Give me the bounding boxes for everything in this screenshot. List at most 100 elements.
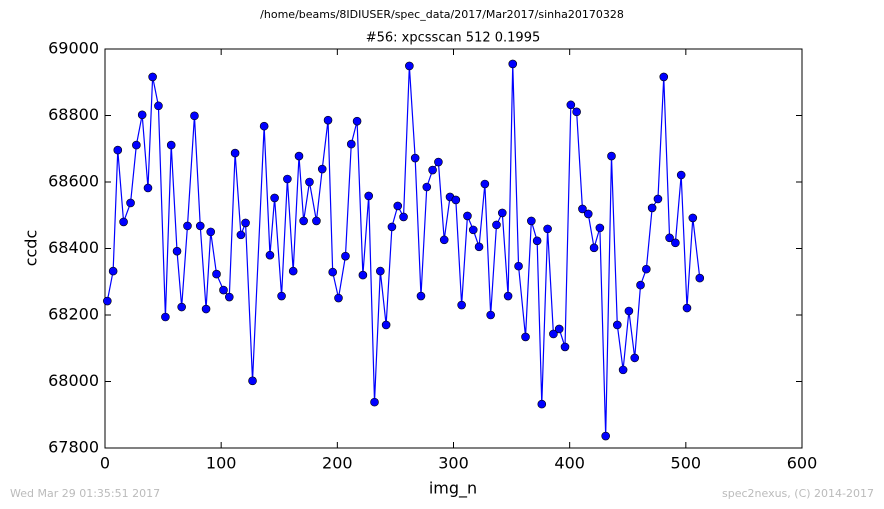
data-point [148, 72, 157, 82]
data-point [618, 365, 628, 375]
data-point [283, 174, 292, 184]
data-point [288, 266, 298, 276]
footer-left: Wed Mar 29 01:35:51 2017 [10, 487, 160, 500]
data-point [305, 177, 314, 187]
data-point [387, 222, 397, 232]
data-point [270, 193, 279, 203]
data-point [439, 235, 449, 245]
y-tick-label: 68800 [48, 105, 99, 124]
data-point [265, 250, 275, 260]
data-point [457, 300, 466, 310]
data-point [695, 273, 705, 283]
data-point [665, 233, 674, 243]
x-tick-label: 200 [322, 454, 353, 473]
data-point [537, 399, 547, 409]
data-point [370, 397, 379, 407]
data-point [323, 115, 333, 125]
data-point [154, 101, 163, 111]
data-point [434, 157, 443, 167]
y-tick-label: 68600 [48, 172, 99, 191]
data-point [230, 148, 240, 158]
data-point [334, 293, 343, 303]
data-point [607, 151, 616, 161]
data-point [364, 191, 373, 201]
data-point [671, 238, 680, 248]
data-point [589, 243, 599, 253]
data-point [578, 204, 587, 214]
data-point [195, 221, 205, 231]
data-point [277, 291, 286, 301]
data-point [248, 376, 257, 386]
data-point [294, 151, 304, 161]
data-point [566, 100, 576, 110]
data-point [503, 291, 513, 301]
data-point [299, 216, 308, 226]
y-tick-label: 69000 [48, 39, 99, 58]
data-point [486, 310, 495, 320]
data-point [688, 213, 698, 223]
data-point [428, 165, 437, 175]
data-point [341, 251, 350, 261]
data-point [595, 223, 605, 233]
data-point [241, 218, 250, 228]
data-point [137, 110, 147, 120]
y-tick-label: 68400 [48, 238, 99, 257]
x-tick-label: 500 [671, 454, 702, 473]
y-tick-label: 68200 [48, 305, 99, 324]
data-point [405, 61, 414, 71]
data-point [224, 292, 234, 302]
data-point [206, 227, 216, 237]
data-point [653, 194, 663, 204]
data-point [583, 209, 593, 219]
data-point [410, 153, 420, 163]
data-point [451, 195, 461, 205]
data-point [497, 208, 507, 218]
data-point [474, 242, 484, 252]
x-tick-label: 300 [438, 454, 469, 473]
x-tick-label: 400 [554, 454, 585, 473]
data-point [346, 139, 356, 149]
data-point [143, 183, 153, 193]
footer-right: spec2nexus, (C) 2014-2017 [722, 487, 874, 500]
data-point [399, 212, 408, 222]
data-point [647, 203, 657, 213]
data-point [630, 353, 640, 363]
data-point [492, 220, 501, 230]
data-point [560, 342, 570, 352]
x-tick-label: 0 [100, 454, 110, 473]
data-point [108, 266, 118, 276]
data-point [219, 285, 228, 295]
data-point [636, 280, 645, 290]
data-point [190, 111, 199, 121]
x-axis-label: img_n [429, 479, 477, 499]
data-point [113, 145, 123, 155]
data-point [236, 230, 246, 240]
data-point [480, 179, 490, 189]
data-point [543, 224, 552, 234]
data-point [376, 266, 385, 276]
data-point [183, 221, 192, 231]
data-point [119, 217, 128, 227]
data-point [352, 116, 362, 126]
data-point [103, 296, 112, 306]
data-point [172, 246, 182, 256]
data-point [201, 304, 211, 314]
data-point [259, 121, 269, 131]
data-point [612, 320, 622, 330]
series-line [106, 63, 701, 437]
data-point [601, 431, 610, 441]
data-point [416, 291, 426, 301]
data-point [166, 140, 176, 150]
data-point [317, 164, 327, 174]
data-point [521, 332, 530, 342]
chart-title: #56: xpcsscan 512 0.1995 [366, 31, 541, 46]
suptitle: /home/beams/8IDIUSER/spec_data/2017/Mar2… [260, 8, 624, 21]
data-point [358, 270, 368, 280]
data-point [508, 59, 518, 69]
y-tick-label: 67800 [48, 438, 99, 457]
x-tick-label: 600 [787, 454, 818, 473]
y-tick-label: 68000 [48, 371, 99, 390]
data-point [682, 303, 692, 313]
data-point [463, 211, 472, 221]
